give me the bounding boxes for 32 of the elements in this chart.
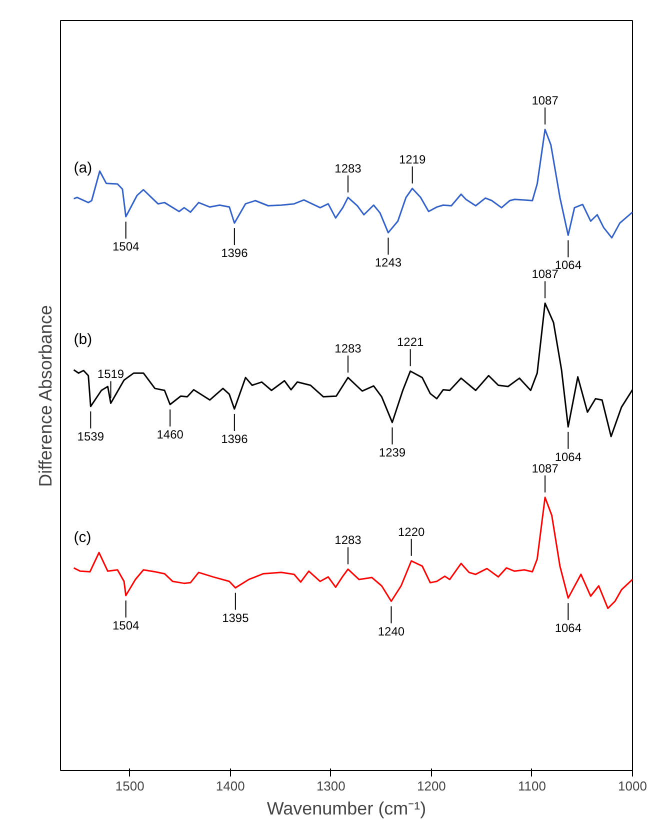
y-axis-title: Difference Absorbance bbox=[36, 305, 56, 487]
annotation: 1396 bbox=[221, 432, 248, 446]
annotation: 1539 bbox=[77, 429, 104, 444]
annotation: 1395 bbox=[222, 610, 250, 625]
annotation: 1504 bbox=[112, 240, 140, 254]
annotation: 1460 bbox=[156, 427, 184, 442]
series-label: (a) bbox=[74, 160, 92, 177]
annotation: 1087 bbox=[532, 93, 559, 108]
x-tick-label: 1000 bbox=[618, 778, 647, 794]
x-tick-label: 1300 bbox=[316, 778, 346, 794]
x-tick-label: 1100 bbox=[518, 778, 546, 794]
annotation: 1283 bbox=[334, 161, 362, 176]
series-label: (c) bbox=[74, 528, 92, 546]
annotation: 1064 bbox=[554, 621, 582, 636]
annotation: 1064 bbox=[554, 450, 582, 464]
annotation: 1396 bbox=[221, 246, 248, 260]
x-axis-title: Wavenumber (cm⁻¹) bbox=[266, 798, 426, 818]
x-tick-label: 1400 bbox=[216, 778, 245, 794]
annotation: 1283 bbox=[334, 533, 362, 548]
annotation: 1221 bbox=[396, 335, 424, 350]
x-tick-label: 1500 bbox=[115, 778, 144, 794]
annotation: 1087 bbox=[532, 461, 559, 476]
annotation: 1504 bbox=[112, 618, 140, 632]
annotation: 1283 bbox=[334, 342, 362, 356]
annotation: 1239 bbox=[378, 445, 406, 460]
annotation: 1220 bbox=[398, 524, 426, 539]
annotation: 1519 bbox=[97, 367, 124, 382]
annotation: 1243 bbox=[374, 256, 402, 270]
series-label: (b) bbox=[74, 330, 92, 348]
annotation: 1219 bbox=[399, 152, 426, 166]
x-tick-label: 1200 bbox=[416, 778, 446, 794]
annotation: 1240 bbox=[378, 624, 405, 638]
